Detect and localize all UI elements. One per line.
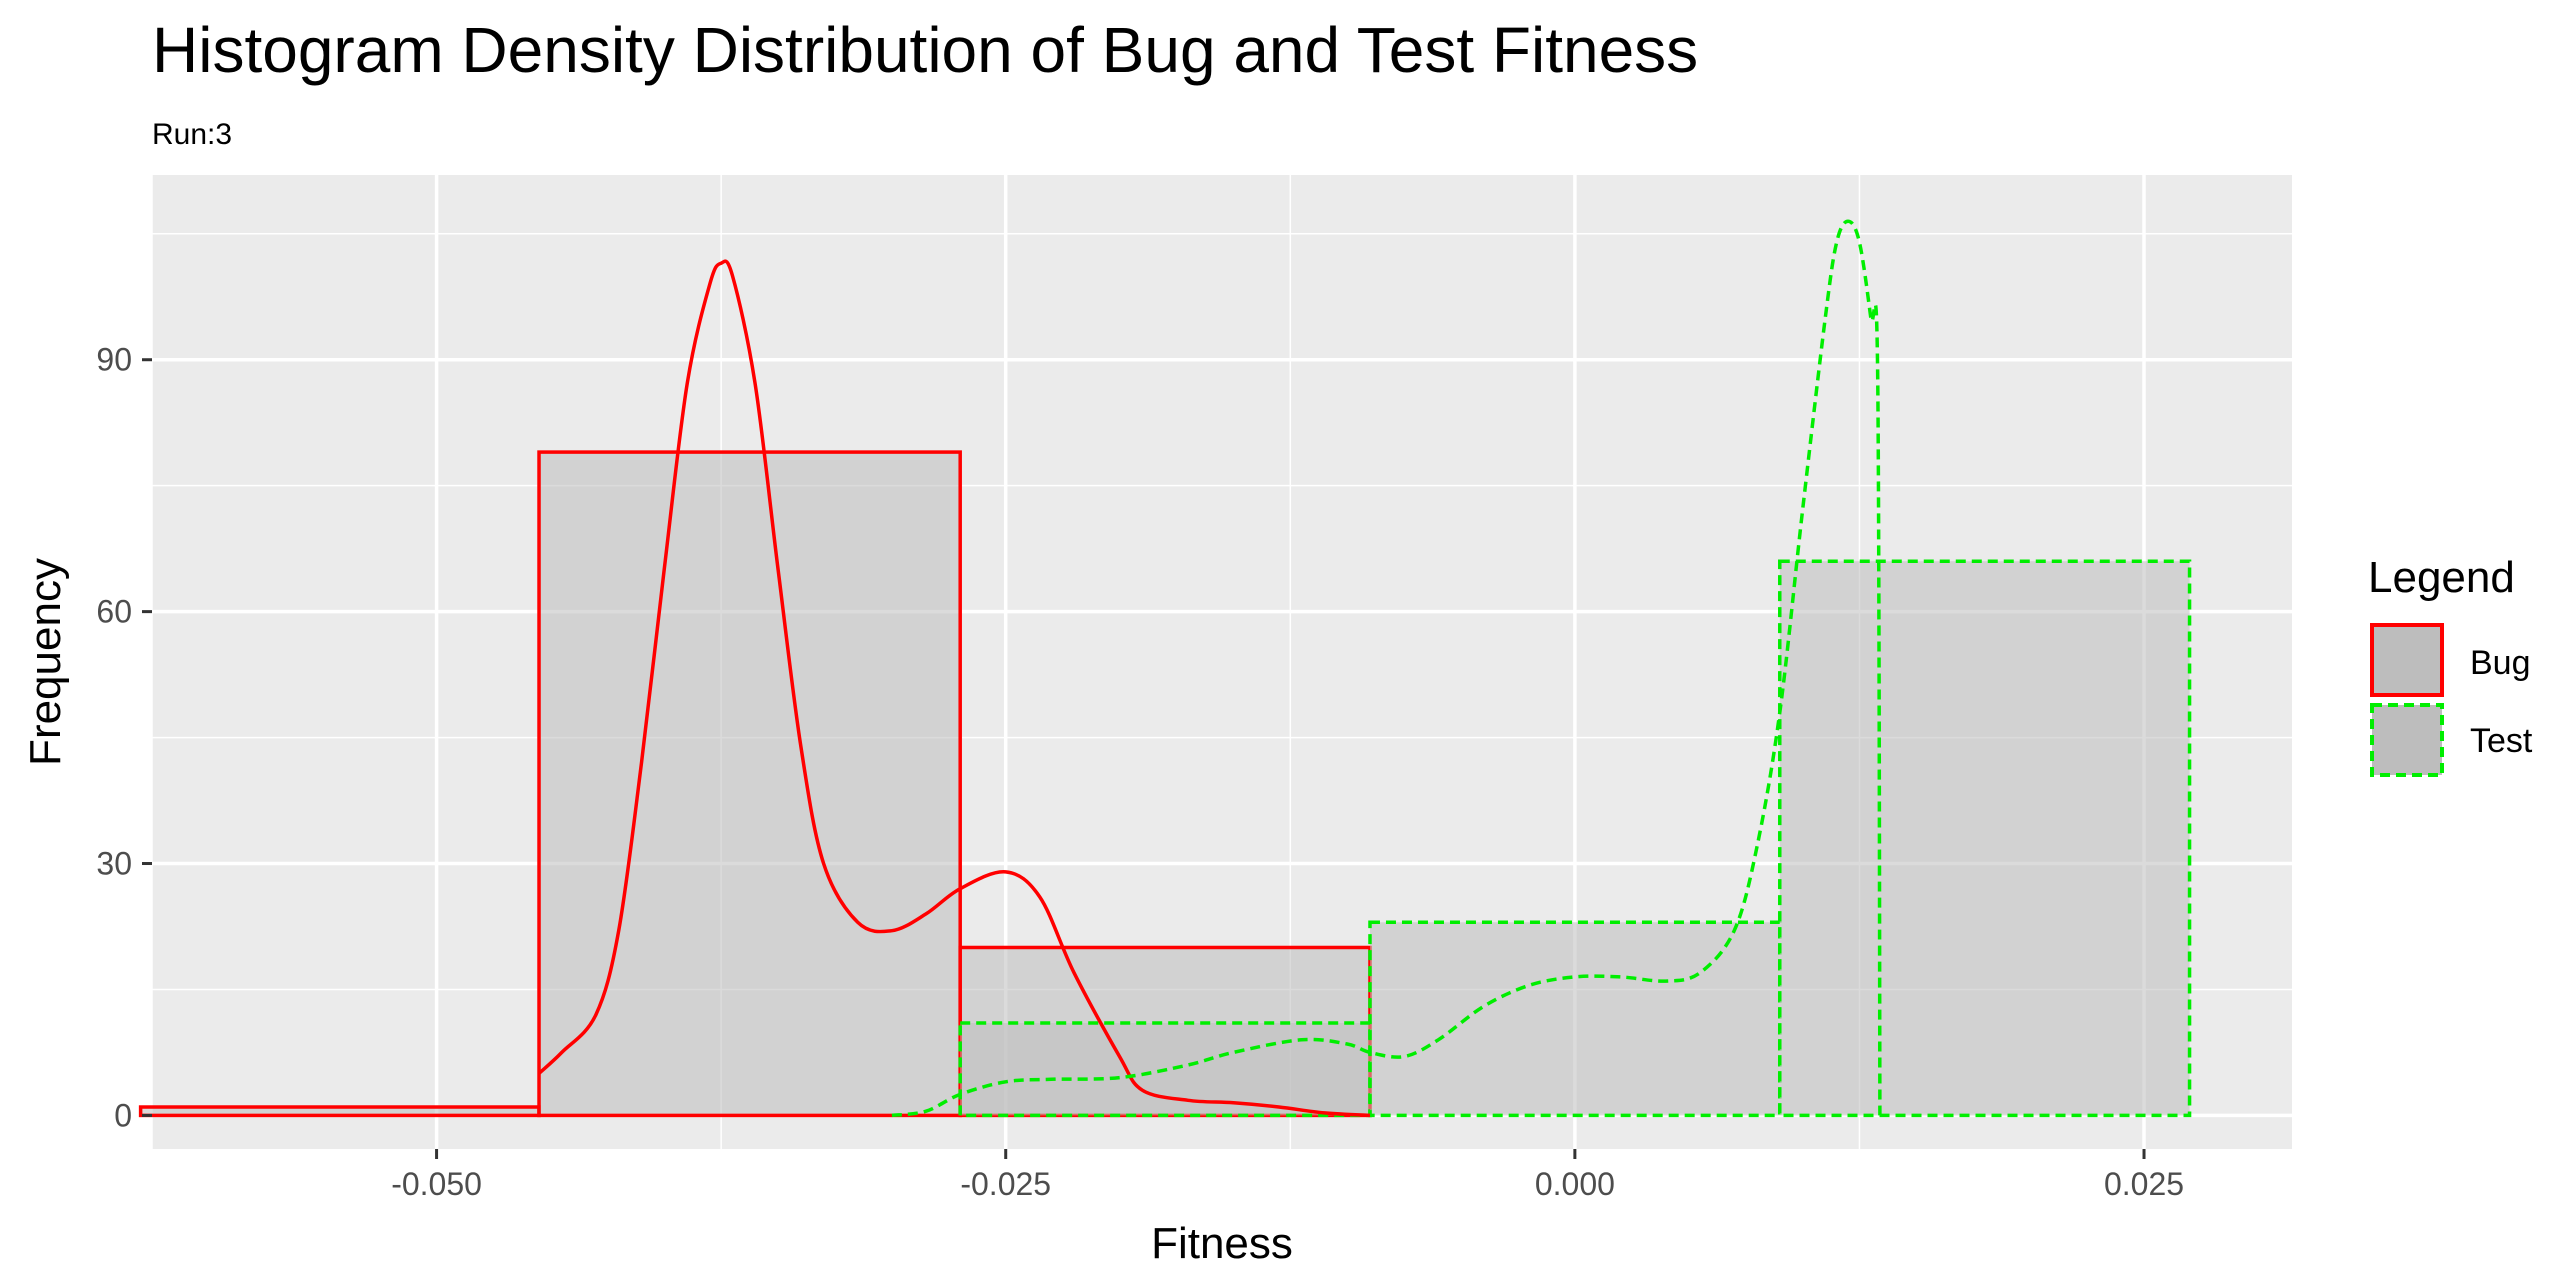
y-tick-label: 30 bbox=[96, 846, 132, 882]
chart-title: Histogram Density Distribution of Bug an… bbox=[152, 14, 1698, 86]
legend-key-test bbox=[2370, 703, 2444, 777]
density-curve-bug bbox=[537, 259, 1371, 1118]
y-tick-label: 0 bbox=[114, 1097, 132, 1133]
x-tick-label: -0.050 bbox=[391, 1166, 482, 1202]
y-tick-label: 90 bbox=[96, 342, 132, 378]
chart-subtitle: Run:3 bbox=[152, 118, 232, 151]
legend-label-test: Test bbox=[2470, 722, 2533, 760]
histogram-bar-test bbox=[1778, 559, 2192, 1118]
density-curves bbox=[537, 219, 1882, 1118]
histogram-bars bbox=[138, 450, 2192, 1118]
x-axis-title: Fitness bbox=[1151, 1219, 1293, 1268]
y-tick-label: 60 bbox=[96, 594, 132, 630]
legend-item-test: Test bbox=[2370, 703, 2533, 777]
axis-ticks: -0.050 -0.025 0.000 0.025 0 30 60 90 bbox=[96, 342, 2184, 1202]
x-tick-label: 0.025 bbox=[2104, 1166, 2184, 1202]
density-curve-test bbox=[891, 219, 1882, 1118]
x-tick-label: 0.000 bbox=[1535, 1166, 1615, 1202]
legend-key-bug bbox=[2370, 623, 2444, 697]
histogram-bar-bug bbox=[138, 1105, 541, 1118]
histogram-bar-bug bbox=[537, 450, 962, 1118]
x-tick-label: -0.025 bbox=[960, 1166, 1051, 1202]
legend-item-bug: Bug bbox=[2370, 623, 2531, 697]
y-axis-title: Frequency bbox=[21, 558, 70, 766]
legend-label-bug: Bug bbox=[2470, 644, 2531, 682]
histogram-bar-test bbox=[1368, 920, 1782, 1118]
legend: Legend Bug Test bbox=[2368, 553, 2533, 777]
legend-title: Legend bbox=[2368, 553, 2515, 602]
